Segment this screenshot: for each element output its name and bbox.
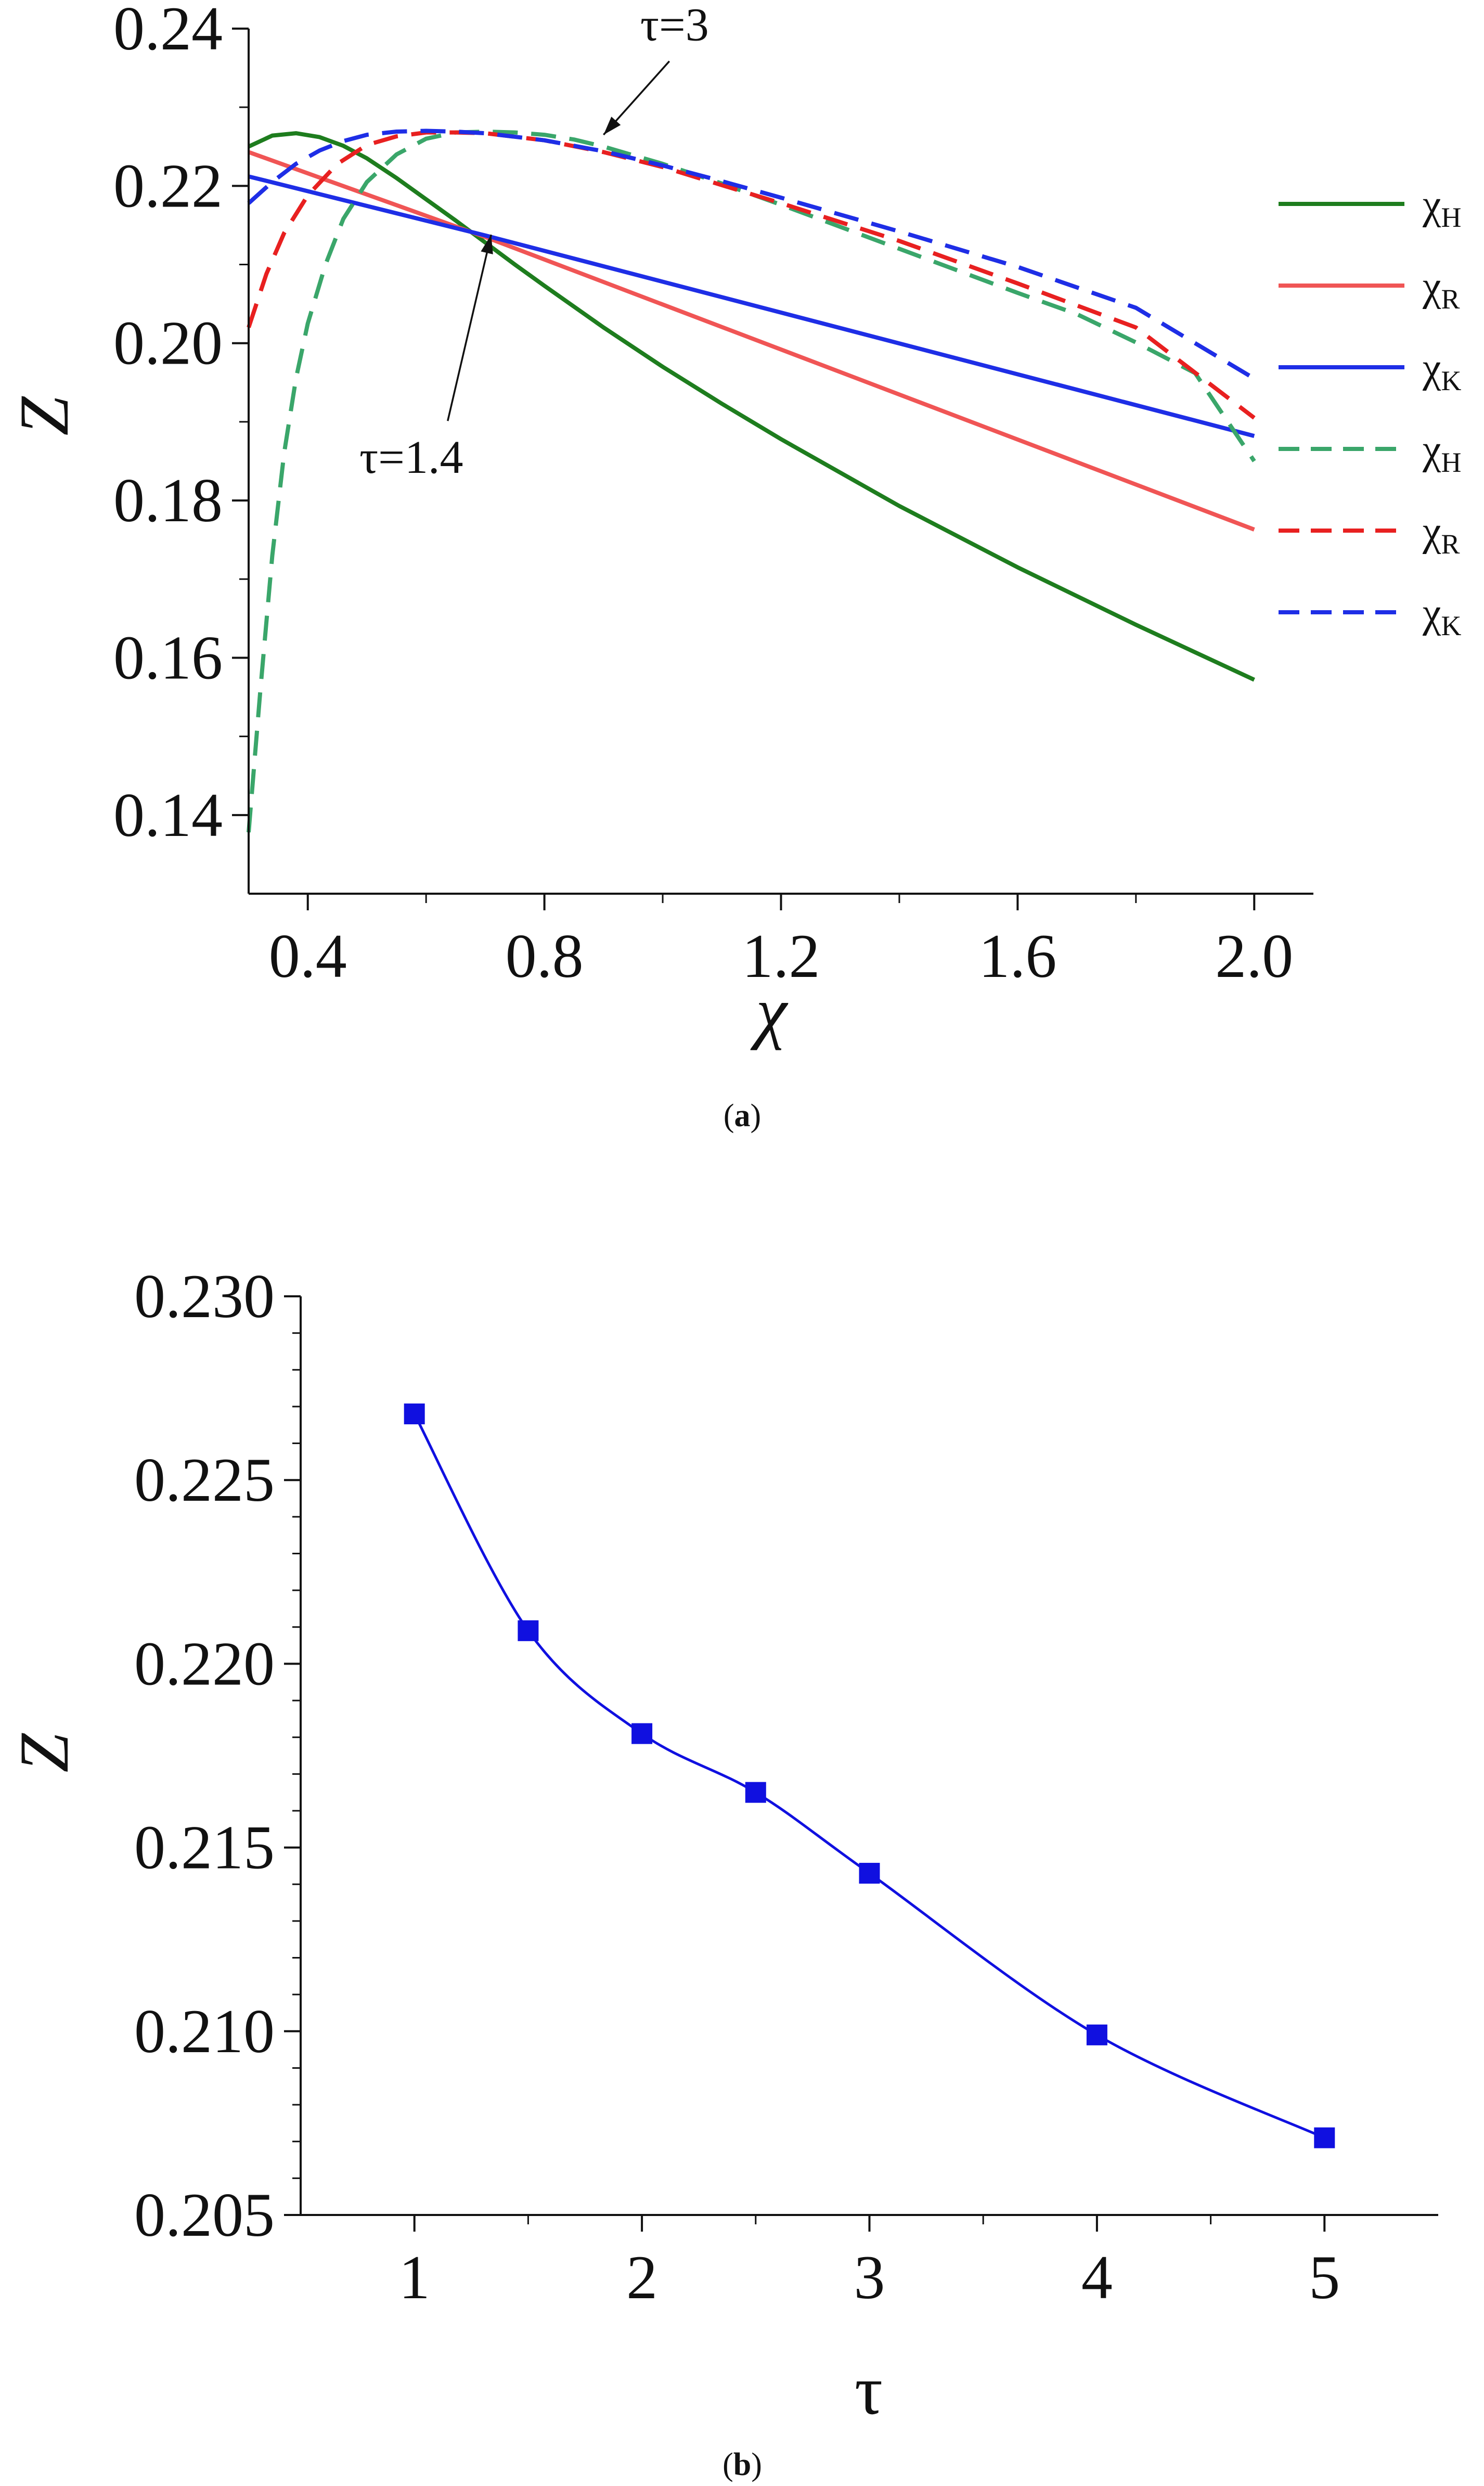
chart-a-annotations: τ=3 τ=1.4 [359,0,709,483]
chart-a-series-lines [247,128,1256,833]
chart-b-x-tick-label: 5 [1309,2243,1340,2312]
chart-a-x-axis-title: χ [750,973,789,1051]
chart-b-y-tick-label: 0.205 [134,2180,275,2249]
chart-b-caption-letter: b [733,2447,751,2482]
chart-a-caption-close: ) [751,1098,762,1133]
chart-b-data-point [859,1863,880,1884]
chart-b-x-tick-label: 1 [399,2243,430,2312]
chart-b-y-tick-label: 0.220 [134,1629,275,1698]
chart-a-legend-label: χK [1422,590,1462,641]
chart-a-y-tick-label: 0.22 [113,151,223,220]
chart-a-legend-label-base: χ [1422,427,1441,473]
chart-a-y-axis-title: Z [6,396,83,436]
chart-b-y-tick-label: 0.230 [134,1261,275,1331]
chart-b-markers [404,1403,1335,2148]
chart-b-x-axis-title: τ [855,2352,883,2429]
chart-a-y-tick-label: 0.18 [113,466,223,535]
chart-a-x-tick-label: 1.6 [978,921,1056,990]
chart-a-caption-letter: a [734,1098,751,1133]
chart-a-annotation-arrow-head [481,235,493,254]
chart-a-annotation-label: τ=3 [640,0,709,51]
chart-b-ticks: 1 2 3 4 5 0.205 0.210 0.215 0.220 0.225 0.230 [134,1261,1340,2312]
chart-a-x-tick-label: 2.0 [1215,921,1293,990]
chart-a-legend-label: χH [1422,182,1462,233]
chart-b-caption-open: ( [722,2447,733,2482]
chart-b-data-point [1086,2024,1107,2045]
chart-a-legend-label-base: χ [1422,182,1441,228]
chart-a-legend-label-base: χ [1422,509,1441,555]
chart-a-x-tick-label: 1.2 [742,921,820,990]
chart-a-legend-label-sub: R [1441,284,1460,315]
chart-a-annotation-label: τ=1.4 [359,432,463,483]
chart-a-y-tick-label: 0.14 [113,780,223,849]
chart-a-legend-label-base: χ [1422,590,1441,636]
chart-b-data-point [518,1620,539,1641]
chart-a-y-tick-label: 0.16 [113,623,223,692]
chart-a-caption-open: ( [724,1098,734,1133]
chart-a-legend-label: χR [1422,509,1460,560]
chart-a-legend-label-sub: K [1441,365,1462,396]
chart-a-series-line-dashed-r [247,130,1256,420]
chart-a-x-tick-label: 0.4 [269,921,347,990]
chart-b-y-tick-label: 0.225 [134,1445,275,1514]
chart-panel-a: 0.4 0.8 1.2 1.6 2.00.140.160.180.200.220.24 … [6,0,1462,1133]
chart-b-caption: (b) [722,2447,762,2482]
chart-a-series-line-dashed-h [247,130,1256,833]
chart-a-series-line-dashed-k [247,128,1256,381]
chart-b-x-tick-label: 4 [1081,2243,1113,2312]
chart-a-ticks: 0.4 0.8 1.2 1.6 2.0 0.14 0.16 0.18 0.20 0.22 0.24 [113,0,1293,990]
chart-b-y-axis-title: Z [6,1733,83,1773]
chart-a-legend-label-sub: H [1441,202,1462,233]
chart-a-x-tick-label: 0.8 [506,921,584,990]
chart-b-caption-close: ) [751,2447,762,2482]
chart-a-legend-label-sub: R [1441,529,1460,560]
chart-b-y-tick-label: 0.215 [134,1813,275,1882]
chart-a-annotation-arrow-head [603,117,621,135]
chart-a-legend-label-sub: K [1441,610,1462,641]
chart-b-y-tick-label: 0.210 [134,1996,275,2066]
chart-b-x-tick-label: 3 [854,2243,885,2312]
chart-a-y-tick-label: 0.20 [113,308,223,378]
chart-a-y-tick-label: 0.24 [113,0,223,63]
chart-a-legend-label: χR [1422,264,1460,315]
chart-a-annotation-arrow-shaft [447,234,492,421]
chart-b-data-point [631,1723,653,1744]
chart-a-series-line-solid-h [248,131,1255,682]
chart-a-caption: (a) [724,1098,761,1133]
chart-a-legend-label-sub: H [1441,447,1462,478]
chart-a-legend-label: χH [1422,427,1462,478]
chart-b-x-tick-label: 2 [626,2243,657,2312]
chart-b-data-point [745,1782,766,1803]
chart-a-legend-label-base: χ [1422,264,1441,310]
chart-a-series-line-solid-k [248,174,1255,438]
chart-b-data-point [1314,2127,1335,2148]
chart-b-data-point [404,1403,425,1425]
chart-a-legend-label-base: χ [1422,345,1441,391]
chart-a-legend-label: χK [1422,345,1462,396]
